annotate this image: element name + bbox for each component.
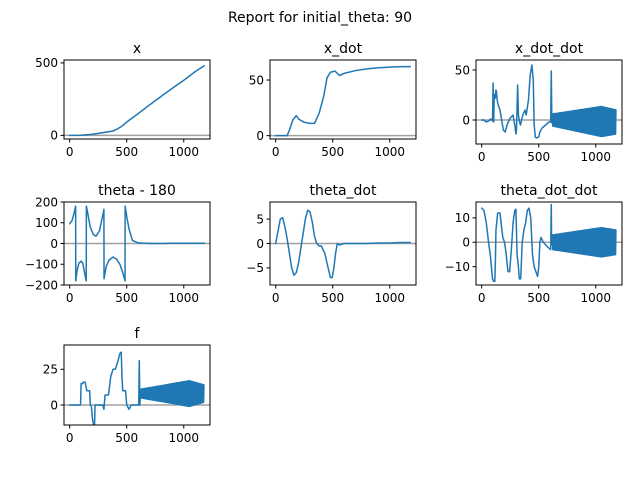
x-dot-axes-frame <box>269 59 417 140</box>
theta-180-ytick-label: −200 <box>25 278 58 292</box>
x-dot-dot-xtick-label: 1000 <box>580 150 611 164</box>
f-subplot: f 0 500 1000 0 25 <box>43 326 211 445</box>
f-series-line <box>68 351 205 425</box>
x-xtick-label: 500 <box>115 145 138 159</box>
theta-dot-ytick-label: 0 <box>256 237 264 251</box>
theta-180-xtick-label: 1000 <box>168 291 199 305</box>
theta-180-ytick-label: 100 <box>35 216 58 230</box>
x-dot-dot-title: x_dot_dot <box>515 41 584 57</box>
x-ytick-label: 0 <box>50 129 58 143</box>
x-dot-subplot: x_dot 0 500 1000 0 50 <box>249 41 417 159</box>
x-dot-xtick-label: 500 <box>321 145 344 159</box>
x-dot-dot-axes-frame <box>475 59 623 145</box>
x-series-line <box>68 65 206 137</box>
theta-dot-xtick-label: 0 <box>272 291 280 305</box>
theta-dot-series-line <box>274 209 412 279</box>
f-xtick-label: 1000 <box>168 431 199 445</box>
x-dot-series-line <box>274 65 412 137</box>
theta-180-title: theta - 180 <box>98 183 176 199</box>
x-dot-xtick-label: 0 <box>272 145 280 159</box>
x-dot-dot-series-line <box>480 64 617 139</box>
x-dot-dot-xtick-label: 500 <box>527 150 550 164</box>
theta-dot-ytick-label: −5 <box>246 261 264 275</box>
theta-dot-dot-subplot: theta_dot_dot 0 500 1000 −10 0 10 <box>445 183 623 305</box>
theta-180-series-line <box>68 205 206 282</box>
theta-180-xtick-label: 500 <box>115 291 138 305</box>
x-dot-ytick-label: 0 <box>256 129 264 143</box>
theta-dot-subplot: theta_dot 0 500 1000 −5 0 5 <box>246 183 417 305</box>
f-axes-frame <box>63 344 211 426</box>
x-xtick-label: 1000 <box>168 145 199 159</box>
f-title: f <box>135 326 141 342</box>
f-ytick-label: 25 <box>43 363 58 377</box>
x-axes-frame <box>63 59 211 140</box>
x-dot-dot-ytick-label: 50 <box>455 63 470 77</box>
x-subplot: x 0 500 1000 0 500 <box>35 41 211 159</box>
f-xtick-label: 0 <box>66 431 74 445</box>
x-dot-title: x_dot <box>324 41 363 57</box>
theta-dot-dot-ytick-label: 0 <box>462 236 470 250</box>
theta-180-ytick-label: 0 <box>50 237 58 251</box>
theta-dot-dot-xtick-label: 1000 <box>580 291 611 305</box>
theta-dot-dot-axes-frame <box>475 201 623 286</box>
f-ytick-label: 0 <box>50 398 58 412</box>
x-title: x <box>133 41 141 57</box>
x-dot-ytick-label: 50 <box>249 73 264 87</box>
theta-180-ytick-label: 200 <box>35 195 58 209</box>
theta-180-xtick-label: 0 <box>66 291 74 305</box>
theta-dot-dot-xtick-label: 500 <box>527 291 550 305</box>
x-dot-xtick-label: 1000 <box>374 145 405 159</box>
theta-dot-dot-series-line <box>480 203 617 283</box>
theta-dot-xtick-label: 1000 <box>374 291 405 305</box>
f-xtick-label: 500 <box>115 431 138 445</box>
theta-dot-dot-xtick-label: 0 <box>478 291 486 305</box>
figure-suptitle: Report for initial_theta: 90 <box>228 10 412 26</box>
x-dot-dot-ytick-label: 0 <box>462 113 470 127</box>
theta-dot-dot-ytick-label: −10 <box>445 260 470 274</box>
theta-dot-xtick-label: 500 <box>321 291 344 305</box>
x-dot-dot-xtick-label: 0 <box>478 150 486 164</box>
theta-dot-ytick-label: 5 <box>256 212 264 226</box>
theta-dot-title: theta_dot <box>310 183 377 199</box>
theta-dot-dot-ytick-label: 10 <box>455 211 470 225</box>
theta-180-ytick-label: −100 <box>25 258 58 272</box>
x-xtick-label: 0 <box>66 145 74 159</box>
x-ytick-label: 500 <box>35 56 58 70</box>
theta-dot-dot-title: theta_dot_dot <box>501 183 598 199</box>
x-dot-dot-subplot: x_dot_dot 0 500 1000 0 50 <box>455 41 623 164</box>
theta-180-subplot: theta - 180 0 500 1000 −200 −100 0 100 200 <box>25 183 211 305</box>
